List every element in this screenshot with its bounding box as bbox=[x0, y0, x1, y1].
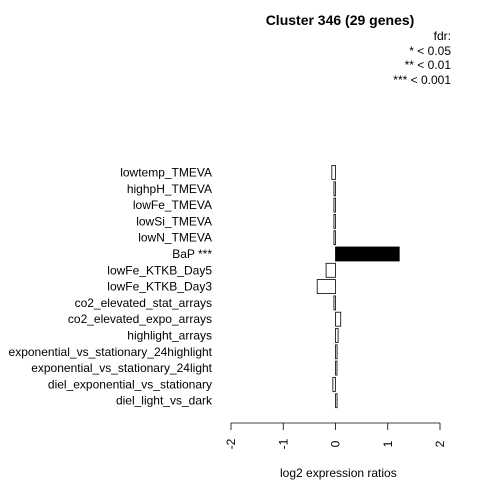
category-label-lowtemp-tmeva: lowtemp_TMEVA bbox=[120, 166, 212, 180]
legend-title: fdr: bbox=[433, 29, 451, 43]
bar-lowtemp-tmeva bbox=[331, 165, 336, 180]
category-label-exponential-vs-stationary-24highlight: exponential_vs_stationary_24highlight bbox=[9, 345, 213, 359]
bar-exponential-vs-stationary-24highlight bbox=[335, 344, 338, 360]
bar-lowsi-tmeva bbox=[333, 213, 336, 229]
category-label-lowsi-tmeva: lowSi_TMEVA bbox=[136, 214, 212, 228]
bar-exponential-vs-stationary-24light bbox=[335, 360, 338, 376]
bar-lowfe-ktkb-day3 bbox=[316, 279, 336, 295]
bar-diel-light-vs-dark bbox=[335, 393, 338, 409]
bar-lown-tmeva bbox=[333, 230, 336, 246]
x-tick-label: 2 bbox=[433, 440, 447, 447]
category-label-lowfe-ktkb-day3: lowFe_KTKB_Day3 bbox=[107, 280, 212, 294]
category-label-highph-tmeva: highpH_TMEVA bbox=[127, 182, 212, 196]
category-label-co2-elevated-stat-arrays: co2_elevated_stat_arrays bbox=[75, 296, 212, 310]
legend-entry-3: *** < 0.001 bbox=[393, 72, 451, 87]
bars-group bbox=[316, 165, 400, 409]
category-label-lowfe-ktkb-day5: lowFe_KTKB_Day5 bbox=[107, 263, 212, 277]
category-label-diel-light-vs-dark: diel_light_vs_dark bbox=[116, 394, 213, 408]
category-label-lowfe-tmeva: lowFe_TMEVA bbox=[133, 198, 212, 212]
bar-lowfe-tmeva bbox=[333, 197, 336, 213]
bar-highlight-arrays bbox=[335, 328, 339, 343]
bar-lowfe-ktkb-day5 bbox=[325, 262, 336, 278]
chart-title: Cluster 346 (29 genes) bbox=[265, 12, 415, 28]
x-tick-label: 0 bbox=[329, 440, 343, 447]
category-label-exponential-vs-stationary-24light: exponential_vs_stationary_24light bbox=[31, 361, 212, 375]
bar-co2-elevated-stat-arrays bbox=[333, 295, 336, 311]
legend: fdr: * < 0.05 ** < 0.01 *** < 0.001 bbox=[393, 29, 451, 87]
category-label-lown-tmeva: lowN_TMEVA bbox=[138, 231, 212, 245]
bar-co2-elevated-expo-arrays bbox=[335, 311, 342, 327]
x-tick-label: -2 bbox=[224, 438, 238, 449]
legend-entry-1: * < 0.05 bbox=[409, 43, 451, 58]
bar-diel-exponential-vs-stationary bbox=[332, 376, 336, 392]
category-label-co2-elevated-expo-arrays: co2_elevated_expo_arrays bbox=[68, 312, 212, 326]
bar-highph-tmeva bbox=[333, 181, 336, 197]
category-label-diel-exponential-vs-stationary: diel_exponential_vs_stationary bbox=[48, 377, 212, 391]
bar-bap bbox=[335, 246, 400, 262]
x-axis: -2 -1 0 1 2 bbox=[224, 422, 447, 449]
legend-entry-2: ** < 0.01 bbox=[404, 58, 451, 72]
category-label-highlight-arrays: highlight_arrays bbox=[127, 329, 212, 343]
x-tick-label: -1 bbox=[276, 438, 290, 449]
category-label-bap: BaP *** bbox=[172, 247, 212, 261]
x-axis-label: log2 expression ratios bbox=[280, 466, 397, 480]
category-labels: lowtemp_TMEVA highpH_TMEVA lowFe_TMEVA lowS… bbox=[9, 166, 213, 408]
x-tick-label: 1 bbox=[381, 440, 395, 447]
